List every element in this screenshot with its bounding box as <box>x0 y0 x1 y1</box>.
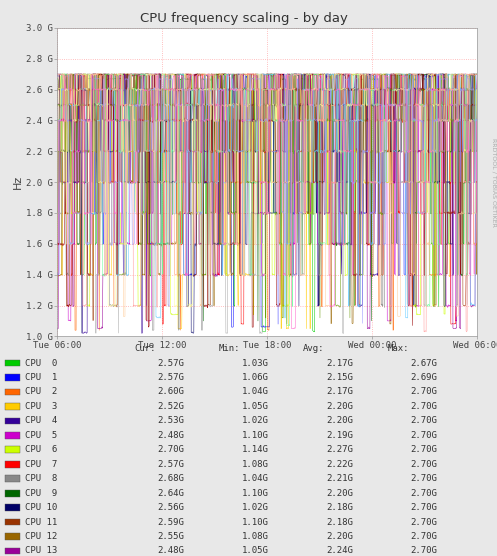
Text: 2.70G: 2.70G <box>411 416 437 425</box>
Text: 2.22G: 2.22G <box>326 460 353 469</box>
Text: 1.02G: 1.02G <box>242 416 268 425</box>
Text: 1.08G: 1.08G <box>242 460 268 469</box>
Text: CPU frequency scaling - by day: CPU frequency scaling - by day <box>140 12 347 25</box>
Text: 2.60G: 2.60G <box>157 388 184 396</box>
Text: CPU 11: CPU 11 <box>25 518 57 527</box>
Text: 2.64G: 2.64G <box>157 489 184 498</box>
Text: 2.17G: 2.17G <box>326 359 353 368</box>
Text: 1.02G: 1.02G <box>242 503 268 512</box>
Text: 1.05G: 1.05G <box>242 402 268 411</box>
Text: 2.70G: 2.70G <box>411 460 437 469</box>
Text: 2.68G: 2.68G <box>157 474 184 483</box>
Text: 2.20G: 2.20G <box>326 416 353 425</box>
Text: 2.20G: 2.20G <box>326 489 353 498</box>
Text: 2.24G: 2.24G <box>326 547 353 555</box>
Text: 2.70G: 2.70G <box>411 503 437 512</box>
Text: 2.70G: 2.70G <box>411 489 437 498</box>
Text: 2.20G: 2.20G <box>326 402 353 411</box>
Text: 1.10G: 1.10G <box>242 431 268 440</box>
Text: 2.52G: 2.52G <box>157 402 184 411</box>
Text: CPU 12: CPU 12 <box>25 532 57 541</box>
Text: 2.70G: 2.70G <box>411 402 437 411</box>
Text: 1.05G: 1.05G <box>242 547 268 555</box>
Text: 1.03G: 1.03G <box>242 359 268 368</box>
Text: 2.18G: 2.18G <box>326 503 353 512</box>
Text: 1.14G: 1.14G <box>242 445 268 454</box>
Text: 2.48G: 2.48G <box>157 431 184 440</box>
Text: 1.10G: 1.10G <box>242 518 268 527</box>
Text: CPU 13: CPU 13 <box>25 547 57 555</box>
Text: CPU  6: CPU 6 <box>25 445 57 454</box>
Text: 2.70G: 2.70G <box>411 518 437 527</box>
Text: 1.10G: 1.10G <box>242 489 268 498</box>
Text: 2.15G: 2.15G <box>326 373 353 382</box>
Y-axis label: Hz: Hz <box>13 175 23 189</box>
Text: CPU 10: CPU 10 <box>25 503 57 512</box>
Text: 2.57G: 2.57G <box>157 373 184 382</box>
Text: 2.53G: 2.53G <box>157 416 184 425</box>
Text: CPU  9: CPU 9 <box>25 489 57 498</box>
Text: 2.70G: 2.70G <box>411 532 437 541</box>
Text: Cur:: Cur: <box>134 344 156 353</box>
Text: 2.56G: 2.56G <box>157 503 184 512</box>
Text: 1.08G: 1.08G <box>242 532 268 541</box>
Text: CPU  0: CPU 0 <box>25 359 57 368</box>
Text: 2.18G: 2.18G <box>326 518 353 527</box>
Text: 2.67G: 2.67G <box>411 359 437 368</box>
Text: 2.17G: 2.17G <box>326 388 353 396</box>
Text: CPU  3: CPU 3 <box>25 402 57 411</box>
Text: CPU  2: CPU 2 <box>25 388 57 396</box>
Text: 2.57G: 2.57G <box>157 359 184 368</box>
Text: 2.70G: 2.70G <box>411 547 437 555</box>
Text: CPU  8: CPU 8 <box>25 474 57 483</box>
Text: Avg:: Avg: <box>303 344 325 353</box>
Text: CPU  5: CPU 5 <box>25 431 57 440</box>
Text: 2.19G: 2.19G <box>326 431 353 440</box>
Text: 2.70G: 2.70G <box>411 474 437 483</box>
Text: 1.06G: 1.06G <box>242 373 268 382</box>
Text: 2.70G: 2.70G <box>411 431 437 440</box>
Text: 2.55G: 2.55G <box>157 532 184 541</box>
Text: 2.70G: 2.70G <box>411 445 437 454</box>
Text: CPU  4: CPU 4 <box>25 416 57 425</box>
Text: 2.57G: 2.57G <box>157 460 184 469</box>
Text: Min:: Min: <box>219 344 240 353</box>
Text: CPU  1: CPU 1 <box>25 373 57 382</box>
Text: 2.59G: 2.59G <box>157 518 184 527</box>
Text: 2.48G: 2.48G <box>157 547 184 555</box>
Text: 2.21G: 2.21G <box>326 474 353 483</box>
Text: 2.27G: 2.27G <box>326 445 353 454</box>
Text: 2.69G: 2.69G <box>411 373 437 382</box>
Text: Max:: Max: <box>388 344 409 353</box>
Text: 2.70G: 2.70G <box>411 388 437 396</box>
Text: 1.04G: 1.04G <box>242 388 268 396</box>
Text: CPU  7: CPU 7 <box>25 460 57 469</box>
Text: 2.70G: 2.70G <box>157 445 184 454</box>
Text: 2.20G: 2.20G <box>326 532 353 541</box>
Text: RRDTOOL / TOBIAS OETIKER: RRDTOOL / TOBIAS OETIKER <box>491 138 496 226</box>
Text: 1.04G: 1.04G <box>242 474 268 483</box>
